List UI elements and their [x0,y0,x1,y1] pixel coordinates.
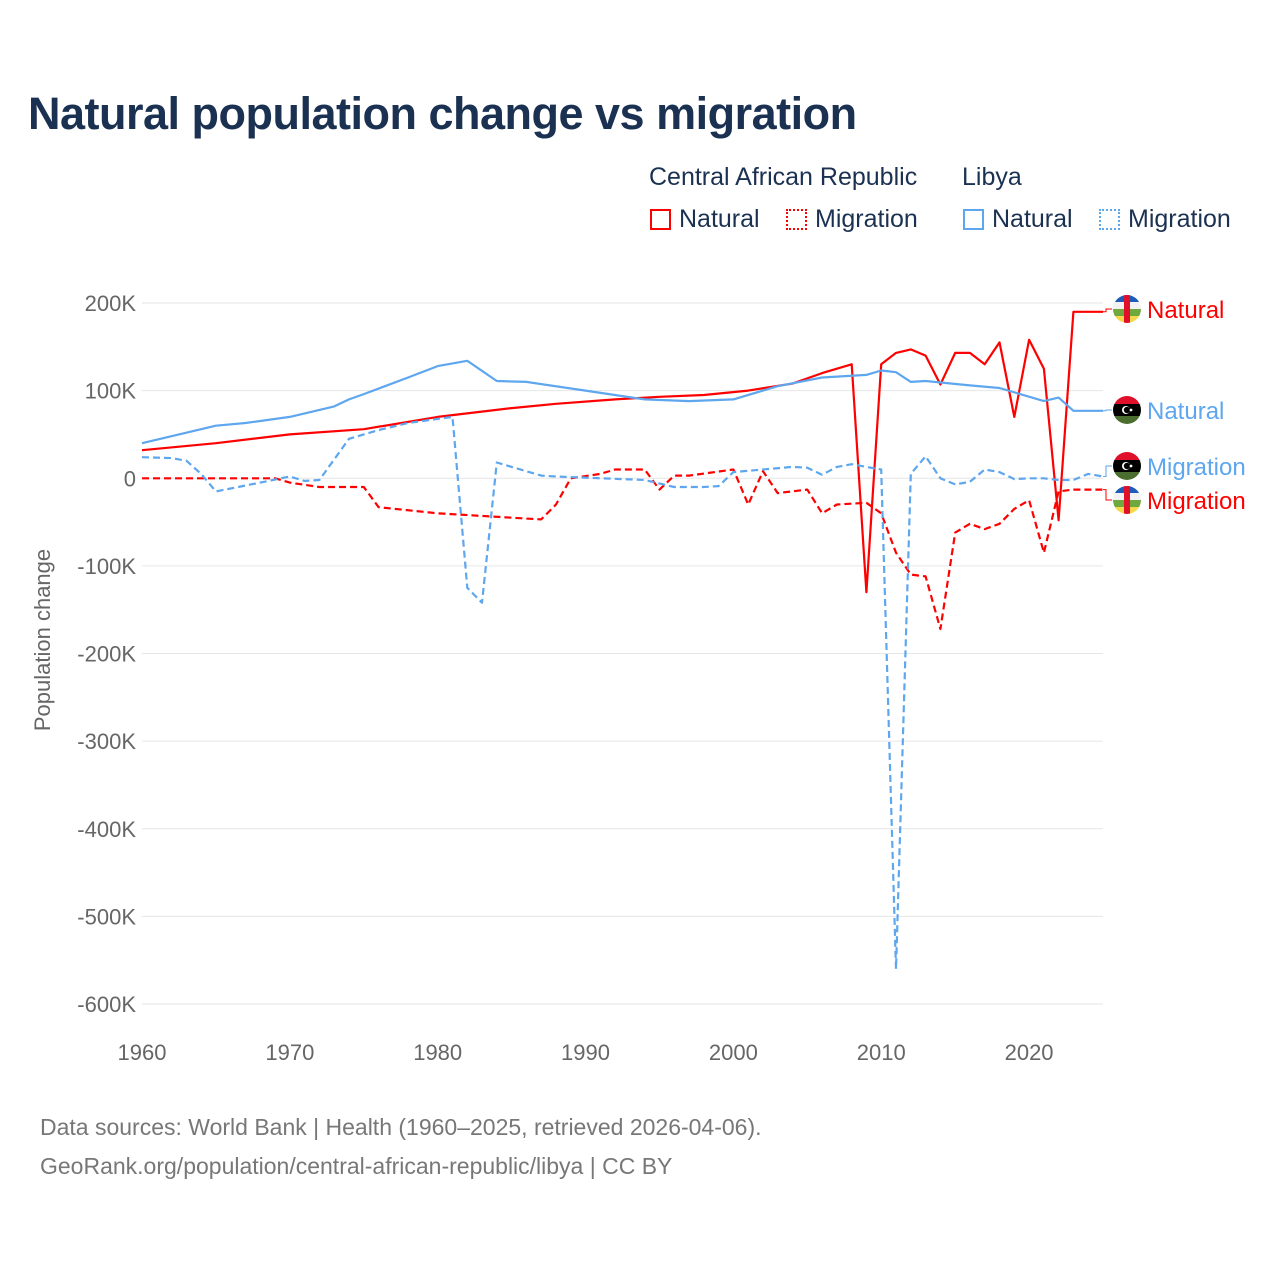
legend-label: Natural [679,205,760,233]
car-flag-icon [1113,295,1141,323]
legend-swatch-dotted-icon [786,209,807,230]
legend-item-car-natural[interactable]: Natural [650,205,760,234]
legend-group-libya: Libya [962,163,1022,191]
y-tick-label: 200K [85,291,137,316]
source-link[interactable]: GeoRank.org/population/central-african-r… [40,1153,673,1179]
end-label: Natural [1147,398,1224,425]
series-line-car-migration [142,468,1103,631]
end-label: Natural [1147,297,1224,324]
data-source-note: Data sources: World Bank | Health (1960–… [40,1114,762,1140]
legend-swatch-solid-icon [650,209,671,230]
chart-title: Natural population change vs migration [28,88,857,139]
end-label-connector [1103,489,1112,501]
series-line-libya-migration [141,415,1104,971]
y-axis-label: Population change [30,549,55,731]
series-line-libya-natural [141,359,1103,445]
end-label-connector [1103,465,1112,477]
legend-label: Natural [992,205,1073,233]
end-label-connector [1103,308,1112,313]
y-tick-label: -500K [77,904,136,929]
libya-flag-icon [1113,452,1141,480]
x-tick-label: 1990 [561,1040,610,1065]
x-tick-label: 2010 [857,1040,906,1065]
legend-swatch-solid-icon [963,209,984,230]
legend-item-car-migration[interactable]: Migration [786,205,918,234]
x-tick-label: 1980 [413,1040,462,1065]
end-label: Migration [1147,488,1246,515]
legend-group-car: Central African Republic [649,163,918,191]
end-label: Migration [1147,454,1246,481]
car-flag-icon [1113,486,1141,514]
legend-label: Migration [1128,205,1231,233]
x-tick-label: 1970 [265,1040,314,1065]
y-tick-label: -400K [77,817,136,842]
x-tick-label: 2000 [709,1040,758,1065]
footer: Data sources: World Bank | Health (1960–… [40,1108,762,1186]
y-tick-label: -200K [77,642,136,667]
legend-item-libya-natural[interactable]: Natural [963,205,1073,234]
legend-item-libya-migration[interactable]: Migration [1099,205,1231,234]
x-tick-label: 1960 [118,1040,167,1065]
y-tick-label: 100K [85,379,137,404]
x-tick-label: 2020 [1005,1040,1054,1065]
legend-label: Migration [815,205,918,233]
libya-flag-icon [1113,396,1141,424]
y-tick-label: -100K [77,554,136,579]
y-tick-label: 0 [124,466,136,491]
end-label-connector [1103,409,1112,412]
y-tick-label: -600K [77,992,136,1017]
legend-swatch-dotted-icon [1099,209,1120,230]
series-line-car-natural [141,310,1103,594]
y-tick-label: -300K [77,729,136,754]
